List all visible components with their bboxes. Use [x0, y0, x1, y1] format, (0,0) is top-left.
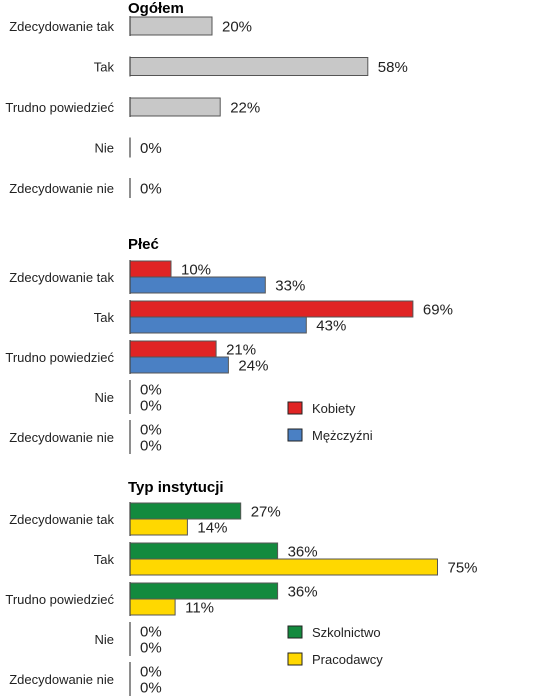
data-label: 24% — [238, 358, 268, 375]
bar — [129, 542, 279, 560]
data-label: 20% — [222, 19, 252, 36]
category-label: Trudno powiedzieć — [5, 592, 114, 607]
bar — [129, 598, 176, 616]
bar — [129, 356, 229, 374]
bar — [129, 518, 188, 536]
data-label: 0% — [140, 422, 162, 439]
bar — [129, 97, 221, 117]
bar — [129, 502, 242, 520]
data-label: 11% — [185, 600, 214, 617]
data-label: 0% — [140, 382, 162, 399]
data-label: 43% — [316, 318, 346, 335]
data-label: 0% — [140, 624, 162, 641]
category-label: Zdecydowanie nie — [9, 430, 114, 445]
data-label: 14% — [197, 520, 227, 537]
legend-swatch — [287, 401, 303, 415]
category-label: Tak — [94, 310, 115, 325]
bar — [129, 558, 438, 576]
legend-label: Pracodawcy — [312, 652, 383, 667]
category-label: Nie — [94, 632, 114, 647]
data-label: 58% — [378, 59, 408, 76]
data-label: 36% — [288, 544, 318, 561]
bar — [129, 340, 217, 358]
data-label: 22% — [230, 100, 260, 117]
data-label: 0% — [140, 438, 162, 455]
legend-swatch — [287, 625, 303, 639]
legend-swatch — [287, 428, 303, 442]
data-label: 27% — [251, 504, 281, 521]
bar — [129, 260, 172, 278]
bar — [129, 276, 266, 294]
chart-panel-1: Ogółem Zdecydowanie tak 20% Tak 58% Trudno po… — [5, 0, 408, 198]
category-label: Trudno powiedzieć — [5, 100, 114, 115]
chart-panel-3: Typ instytucji Zdecydowanie tak 27% 14% Tak 3… — [5, 479, 477, 697]
data-label: 69% — [423, 302, 453, 319]
category-label: Zdecydowanie nie — [9, 181, 114, 196]
category-label: Zdecydowanie nie — [9, 672, 114, 687]
data-label: 0% — [140, 680, 162, 697]
category-label: Zdecydowanie tak — [9, 270, 114, 285]
bar — [129, 316, 307, 334]
category-label: Zdecydowanie tak — [9, 19, 114, 34]
category-label: Nie — [94, 141, 114, 156]
data-label: 75% — [448, 560, 478, 577]
data-label: 0% — [140, 640, 162, 657]
data-label: 0% — [140, 181, 162, 198]
legend-swatch — [287, 652, 303, 666]
legend-label: Szkolnictwo — [312, 625, 381, 640]
bar — [129, 300, 414, 318]
data-label: 0% — [140, 664, 162, 681]
data-label: 0% — [140, 140, 162, 157]
data-label: 33% — [275, 278, 305, 295]
chart-panel-2: Płeć Zdecydowanie tak 10% 33% Tak 69% 43% Trudn… — [5, 236, 453, 455]
category-label: Tak — [94, 552, 115, 567]
category-label: Zdecydowanie tak — [9, 512, 114, 527]
bar — [129, 582, 279, 600]
bar — [129, 57, 369, 76]
data-label: 36% — [288, 584, 318, 601]
panel-title: Płeć — [128, 236, 159, 253]
category-label: Trudno powiedzieć — [5, 350, 114, 365]
data-label: 0% — [140, 398, 162, 415]
legend-label: Mężczyźni — [312, 428, 373, 443]
bar — [129, 16, 213, 36]
panel-title: Ogółem — [128, 0, 184, 17]
data-label: 10% — [181, 262, 211, 279]
data-label: 21% — [226, 342, 256, 359]
legend-label: Kobiety — [312, 401, 356, 416]
category-label: Nie — [94, 390, 114, 405]
panel-title: Typ instytucji — [128, 479, 224, 496]
category-label: Tak — [94, 60, 115, 75]
